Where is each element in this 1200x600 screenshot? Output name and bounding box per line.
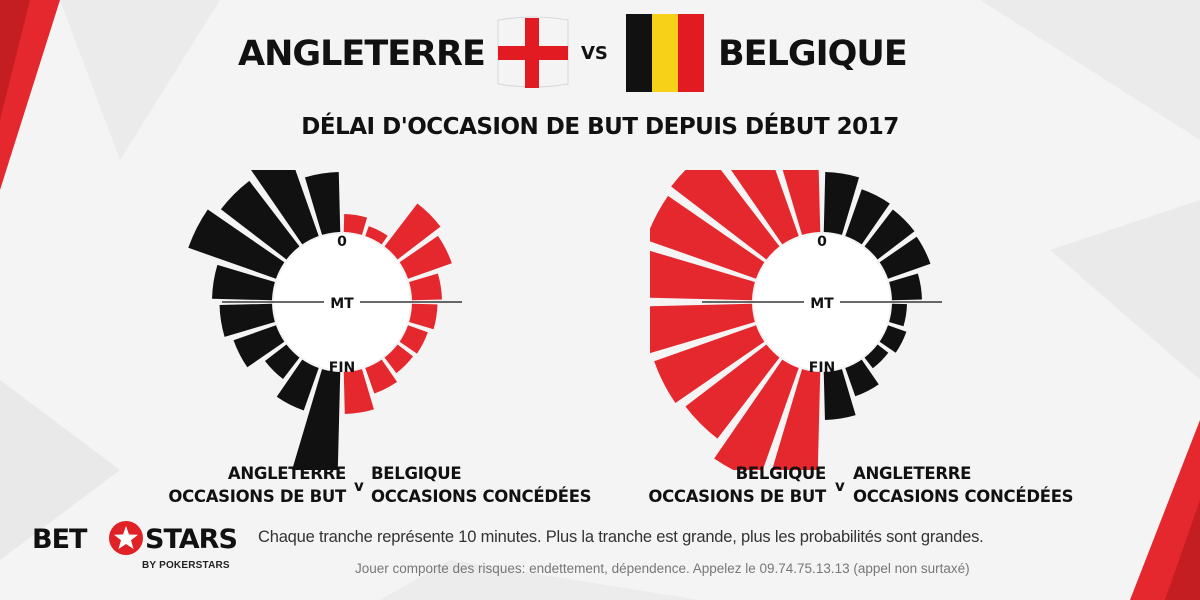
left-bar-1 (304, 172, 341, 235)
left-bar-10 (292, 369, 341, 470)
logo-bet-text: BET (32, 524, 87, 555)
left-bar-4 (650, 195, 765, 279)
betstars-logo: BET STARS BY POKERSTARS (32, 520, 238, 584)
caption-v: v (835, 477, 845, 495)
right-bar-6 (889, 303, 907, 327)
caption-right-team: BELGIQUE (371, 464, 462, 483)
right-bar-5 (889, 273, 922, 301)
caption-left-sub: OCCASIONS DE BUT (168, 487, 346, 506)
left-bar-5 (212, 264, 275, 301)
team-right-title: BELGIQUE (718, 34, 908, 74)
right-bar-7 (399, 325, 428, 354)
label-full-time: FIN (329, 360, 356, 376)
label-half-time: MT (330, 296, 354, 312)
caption-v: v (354, 477, 364, 495)
right-bar-9 (365, 359, 398, 394)
bg-facet (380, 560, 700, 600)
right-bar-1 (343, 214, 368, 235)
left-bar-9 (714, 359, 799, 470)
right-bar-6 (409, 303, 438, 330)
right-bar-9 (845, 359, 879, 397)
right-bar-10 (343, 369, 374, 414)
right-bar-10 (823, 369, 856, 420)
corner-stripe-top-left-dark (0, 0, 30, 120)
half-label-bg (324, 291, 360, 311)
corner-stripe-bottom-right-dark (1165, 500, 1200, 600)
caption-right-sub: OCCASIONS CONCÉDÉES (371, 487, 592, 506)
gambling-disclaimer: Jouer comporte des risques: endettement,… (355, 561, 970, 576)
logo-stars-text: STARS (145, 524, 238, 555)
belgium-flag-icon (626, 14, 704, 92)
left-bar-9 (276, 359, 319, 411)
label-zero: 0 (817, 234, 827, 250)
caption-left-team: ANGLETERRE (227, 464, 346, 483)
logo-subtitle: BY POKERSTARS (142, 560, 230, 571)
right-bar-7 (879, 325, 907, 353)
left-bar-10 (772, 369, 821, 470)
bg-facet (60, 0, 220, 160)
right-bar-8 (864, 344, 889, 369)
label-zero: 0 (337, 234, 347, 250)
radial-chart-england: 0 MT FIN (188, 170, 462, 470)
left-bar-6 (650, 303, 755, 354)
england-flag-icon (497, 16, 569, 88)
right-bar-2 (845, 189, 890, 245)
right-bar-8 (384, 344, 414, 374)
bg-facet (0, 380, 120, 560)
team-left-title: ANGLETERRE (238, 34, 486, 74)
left-bar-1 (782, 170, 821, 235)
half-label-bg (804, 291, 840, 311)
left-bar-7 (233, 325, 285, 368)
right-bar-2 (365, 226, 388, 245)
left-bar-8 (685, 344, 780, 439)
left-bar-3 (220, 180, 300, 260)
left-bar-3 (671, 170, 780, 260)
left-bar-5 (650, 250, 755, 301)
label-full-time: FIN (809, 360, 836, 376)
footnote: Chaque tranche représente 10 minutes. Pl… (258, 528, 984, 546)
left-bar-2 (251, 170, 319, 245)
right-bar-4 (399, 235, 452, 279)
right-bar-4 (879, 236, 931, 279)
caption-left-sub: OCCASIONS DE BUT (648, 487, 826, 506)
left-bar-7 (654, 325, 765, 403)
caption-right-sub: OCCASIONS CONCÉDÉES (853, 487, 1074, 506)
bg-facet (980, 0, 1200, 140)
right-bar-3 (384, 203, 441, 260)
left-bar-8 (264, 344, 300, 380)
radial-chart-belgium: 0 MT FIN (650, 170, 942, 470)
right-bar-5 (409, 273, 442, 301)
chart-subtitle: DÉLAI D'OCCASION DE BUT DEPUIS DÉBUT 201… (301, 114, 899, 140)
right-bar-1 (823, 172, 860, 235)
label-half-time: MT (810, 296, 834, 312)
left-bar-4 (188, 209, 285, 279)
caption-left-team: BELGIQUE (735, 464, 827, 483)
left-bar-6 (219, 303, 275, 337)
caption-right-team: ANGLETERRE (853, 464, 972, 483)
left-bar-2 (731, 170, 799, 245)
right-bar-3 (864, 209, 915, 260)
bg-facet (1050, 200, 1200, 380)
versus-label: VS (581, 43, 608, 64)
star-logo-icon (109, 521, 143, 555)
